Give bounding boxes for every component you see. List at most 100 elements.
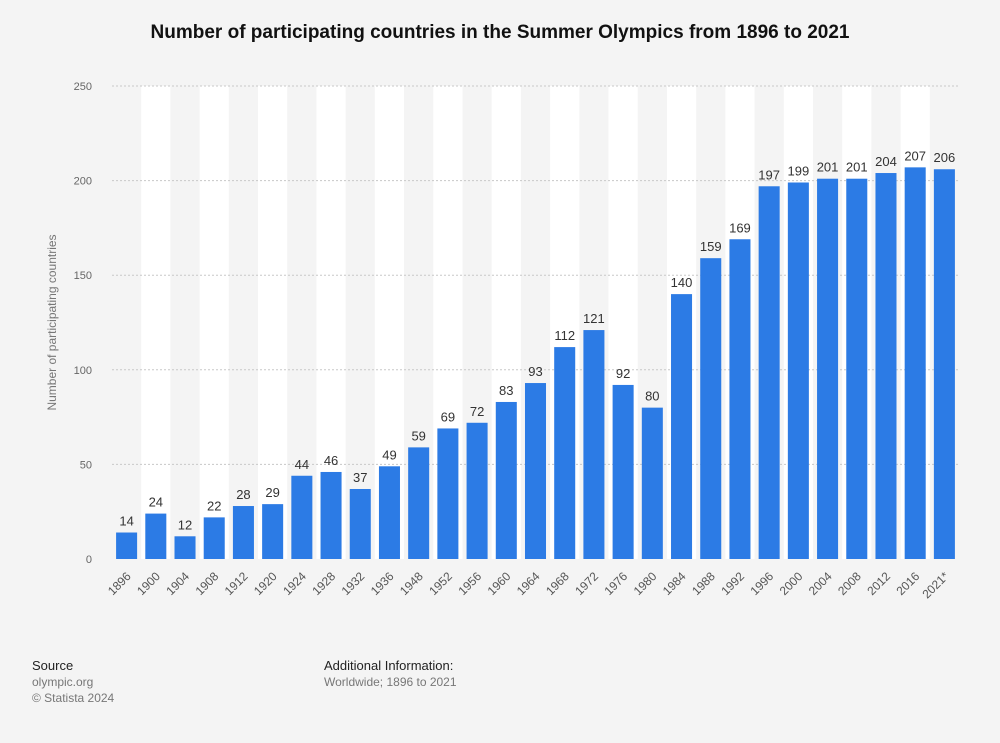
- x-tick-label: 1912: [222, 569, 251, 598]
- additional-info-text: Worldwide; 1896 to 2021: [324, 675, 457, 689]
- bar: [349, 488, 371, 559]
- bar: [378, 466, 400, 559]
- data-label: 59: [411, 428, 425, 443]
- bar: [671, 294, 693, 559]
- x-tick-label: 2008: [835, 569, 864, 598]
- data-label: 28: [236, 487, 250, 502]
- data-label: 93: [528, 364, 542, 379]
- data-label: 199: [788, 163, 810, 178]
- bar: [875, 173, 897, 560]
- column-band: [258, 86, 288, 559]
- x-tick-label: 1924: [280, 569, 309, 598]
- source-heading: Source: [32, 658, 74, 673]
- column-band: [141, 86, 171, 559]
- x-tick-label: 1932: [339, 569, 368, 598]
- x-tick-label: 1996: [747, 569, 776, 598]
- data-label: 37: [353, 470, 367, 485]
- x-tick-label: 1956: [455, 569, 484, 598]
- data-label: 201: [817, 160, 839, 175]
- bar: [641, 407, 663, 559]
- bar: [729, 239, 751, 559]
- bar: [466, 422, 488, 559]
- x-tick-label: 2021*: [919, 569, 951, 601]
- bar: [320, 471, 342, 559]
- bar: [846, 178, 868, 559]
- data-label: 80: [645, 389, 659, 404]
- x-tick-label: 1896: [105, 569, 134, 598]
- x-tick-label: 1952: [426, 569, 455, 598]
- data-label: 29: [265, 485, 279, 500]
- y-tick-label: 0: [86, 554, 92, 566]
- bar: [262, 504, 284, 559]
- x-tick-label: 1976: [601, 569, 630, 598]
- data-label: 92: [616, 366, 630, 381]
- data-label: 207: [904, 148, 926, 163]
- x-tick-label: 1920: [251, 569, 280, 598]
- x-tick-label: 2012: [864, 569, 893, 598]
- x-tick-label: 1968: [543, 569, 572, 598]
- bar-chart: 0 50 100 150 200 250 Number of participating c…: [45, 81, 959, 601]
- data-label: 159: [700, 239, 722, 254]
- bar: [437, 428, 459, 559]
- bar: [203, 517, 225, 559]
- bar: [933, 169, 955, 560]
- x-tick-label: 1936: [368, 569, 397, 598]
- y-tick-label: 200: [74, 176, 92, 188]
- y-axis-label: Number of participating countries: [45, 234, 59, 410]
- x-tick-label: 1984: [660, 569, 689, 598]
- data-label: 46: [324, 453, 338, 468]
- y-tick-label: 100: [74, 365, 92, 377]
- bar: [116, 532, 138, 559]
- data-label: 83: [499, 383, 513, 398]
- bar: [174, 536, 196, 559]
- copyright-line: © Statista 2024: [32, 691, 115, 705]
- data-label: 22: [207, 498, 221, 513]
- data-label: 204: [875, 154, 897, 169]
- x-tick-label: 1988: [689, 569, 718, 598]
- source-line[interactable]: olympic.org: [32, 675, 94, 689]
- additional-info-heading: Additional Information:: [324, 658, 454, 673]
- bar: [145, 513, 167, 559]
- x-tick-label: 1964: [514, 569, 543, 598]
- bar: [291, 475, 313, 559]
- x-tick-label: 1904: [163, 569, 192, 598]
- data-label: 121: [583, 311, 605, 326]
- additional-info-block: Additional Information: Worldwide; 1896 …: [324, 658, 457, 690]
- data-label: 169: [729, 220, 751, 235]
- x-tick-label: 1908: [193, 569, 222, 598]
- bar: [524, 383, 547, 559]
- bar: [700, 258, 722, 559]
- column-band: [199, 86, 229, 559]
- x-tick-label: 1928: [309, 569, 338, 598]
- x-tick-label: 1948: [397, 569, 426, 598]
- bar: [408, 447, 430, 559]
- data-label: 112: [554, 328, 575, 343]
- bar: [612, 384, 634, 559]
- bar: [495, 401, 517, 559]
- bar: [583, 330, 605, 559]
- x-tick-label: 1992: [718, 569, 747, 598]
- x-tick-label: 1900: [134, 569, 163, 598]
- y-tick-label: 250: [74, 81, 92, 93]
- data-label: 24: [149, 495, 163, 510]
- x-tick-label: 1972: [572, 569, 601, 598]
- bar: [787, 182, 809, 559]
- source-block: Source olympic.org © Statista 2024: [32, 658, 114, 706]
- x-tick-label: 2016: [894, 569, 923, 598]
- data-label: 12: [178, 517, 192, 532]
- x-tick-label: 2004: [806, 569, 835, 598]
- data-label: 69: [441, 409, 455, 424]
- bar: [904, 167, 926, 559]
- bar: [758, 186, 780, 559]
- y-tick-label: 50: [80, 459, 92, 471]
- data-label: 201: [846, 160, 868, 175]
- data-label: 197: [758, 167, 780, 182]
- data-label: 44: [295, 457, 309, 472]
- y-tick-label: 150: [74, 270, 92, 282]
- data-label: 49: [382, 447, 396, 462]
- x-tick-label: 1980: [631, 569, 660, 598]
- bar: [817, 178, 839, 559]
- data-label: 72: [470, 404, 484, 419]
- x-tick-label: 1960: [485, 569, 514, 598]
- chart-title: Number of participating countries in the…: [150, 22, 850, 43]
